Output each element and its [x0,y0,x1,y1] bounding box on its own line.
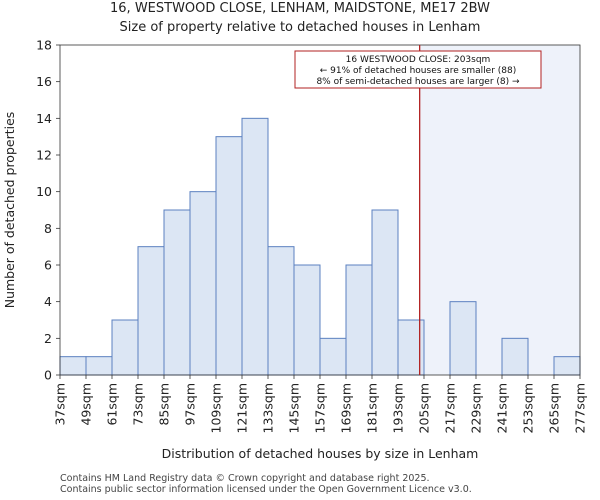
x-tick-label: 157sqm [313,383,328,433]
y-tick-label: 4 [44,294,52,309]
x-tick-label: 61sqm [105,383,120,426]
y-tick-label: 14 [36,111,52,126]
bar-241sqm [501,337,529,376]
x-tick-label: 121sqm [235,383,250,433]
y-tick-label: 12 [36,148,52,163]
x-tick-label: 169sqm [339,383,354,433]
bar-73sqm [137,246,165,376]
annotation-line-3: 8% of semi-detached houses are larger (8… [316,77,520,87]
x-tick-label: 181sqm [365,383,380,433]
annotation-line-2: ← 91% of detached houses are smaller (88… [320,66,517,76]
bar-145sqm [293,264,321,376]
bar-61sqm [111,319,139,376]
bar-217sqm [449,301,477,376]
x-tick-label: 253sqm [521,383,536,433]
bar-109sqm [215,136,243,376]
y-tick-label: 18 [36,38,52,53]
bar-169sqm [345,264,373,376]
footer-licence: Contains public sector information licen… [60,484,472,495]
larger-region-shade [419,45,580,375]
footer-copyright: Contains HM Land Registry data © Crown c… [60,473,430,484]
y-tick-label: 8 [44,221,52,236]
bar-97sqm [189,191,217,376]
x-tick-label: 109sqm [209,383,224,433]
annotation-line-1: 16 WESTWOOD CLOSE: 203sqm [346,55,491,65]
x-tick-label: 241sqm [495,383,510,433]
x-tick-label: 97sqm [183,383,198,426]
x-tick-label: 133sqm [261,383,276,433]
y-tick-label: 6 [44,258,52,273]
x-tick-label: 229sqm [469,383,484,433]
bar-49sqm [85,356,113,376]
annotation-box [294,50,542,89]
x-tick-label: 205sqm [417,383,432,433]
y-tick-label: 16 [36,74,52,89]
y-tick-label: 2 [44,331,52,346]
x-tick-label: 37sqm [53,383,68,426]
bar-121sqm [241,117,269,376]
x-tick-label: 85sqm [157,383,172,426]
x-tick-label: 49sqm [79,383,94,426]
chart-title: 16, WESTWOOD CLOSE, LENHAM, MAIDSTONE, M… [110,1,490,16]
bar-265sqm [553,356,581,376]
x-tick-label: 193sqm [391,383,406,433]
y-tick-label: 10 [36,184,52,199]
x-tick-label: 217sqm [443,383,458,433]
x-tick-label: 145sqm [287,383,302,433]
bar-37sqm [59,356,87,376]
bar-133sqm [267,246,295,376]
bar-85sqm [163,209,191,376]
bar-181sqm [371,209,399,376]
x-axis-label: Distribution of detached houses by size … [162,446,479,461]
x-tick-label: 277sqm [573,383,588,433]
x-tick-label: 265sqm [547,383,562,433]
bar-157sqm [319,337,347,376]
chart-subtitle: Size of property relative to detached ho… [119,20,481,35]
y-axis-label: Number of detached properties [2,112,17,309]
y-tick-label: 0 [44,368,52,383]
x-tick-label: 73sqm [131,383,146,426]
